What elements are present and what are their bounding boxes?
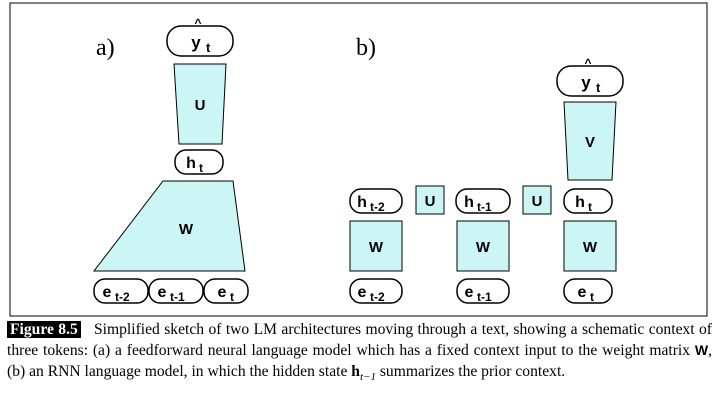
panel-b-input-node: e t-1 (456, 278, 510, 304)
caption-text-3: summarizes the prior context. (375, 363, 566, 380)
panel-a-output-base: y (191, 33, 201, 52)
panel-a-hidden-node: h t (174, 149, 224, 175)
panel-b-u-label: U (532, 193, 543, 210)
panel-b-w-matrix: W (456, 220, 510, 272)
panel-b-u-matrix: U (415, 185, 445, 215)
caption-h-sub: t−1 (359, 371, 376, 384)
panel-b-input-base: e (358, 284, 367, 301)
panel-b-hidden-sub: t-1 (477, 200, 492, 214)
panel-a-hidden-sub: t (199, 161, 203, 175)
panel-a-output-node: ^ y t (166, 16, 234, 57)
panel-b-output-hat: ^ (584, 56, 591, 70)
panel-b-hidden-node: h t (563, 188, 613, 214)
panel-b-u-label: U (425, 193, 436, 210)
panel-b-v-matrix: V (563, 101, 617, 181)
panel-a-label: a) (96, 35, 115, 61)
panel-b-input-sub: t (590, 290, 594, 304)
panel-a-input-node: e t-2 (93, 278, 149, 304)
panel-a-input-base: e (218, 284, 227, 301)
figure-caption: Figure 8.5 Simplified sketch of two LM a… (7, 319, 712, 388)
panel-b-w-label: W (369, 239, 384, 256)
panel-b-v-label: V (585, 134, 595, 151)
panel-b-input-base: e (465, 284, 474, 301)
panel-a-output-sub: t (206, 40, 211, 55)
panel-b-w-matrix: W (563, 220, 617, 272)
caption-w-symbol: W (694, 342, 709, 358)
caption-text-2: , (b) an RNN language model, in which th… (7, 342, 712, 380)
panel-b-input-sub: t-1 (477, 290, 492, 304)
panel-b-input-node: e t (563, 278, 613, 304)
panel-a-input-sub: t-2 (115, 290, 130, 304)
panel-b-label: b) (356, 35, 376, 61)
panel-a-output-hat: ^ (194, 16, 201, 30)
panel-a-u-label: U (195, 97, 206, 114)
panel-a-input-sub: t (230, 290, 234, 304)
panel-b-w-label: W (476, 239, 491, 256)
panel-a-w-matrix: W (92, 180, 246, 272)
panel-b-input-node: e t-2 (349, 278, 403, 304)
caption-text-1: Simplified sketch of two LM architecture… (7, 321, 713, 359)
lm-architecture-diagram: a) ^ y t U h t W e t-2 e t-1 e t b) (9, 2, 708, 317)
panel-b-hidden-base: h (357, 194, 367, 211)
panel-b-output-node: ^ y t (556, 56, 624, 97)
panel-b-w-label: W (583, 239, 598, 256)
panel-b-u-matrix: U (522, 185, 552, 215)
panel-b-output-base: y (581, 73, 591, 92)
panel-a-input-node: e t (203, 278, 249, 304)
panel-a-input-sub: t-1 (170, 290, 185, 304)
panel-b-hidden-sub: t (588, 200, 592, 214)
figure-tag: Figure 8.5 (7, 321, 81, 338)
panel-a-input-base: e (103, 284, 112, 301)
panel-a-u-matrix: U (173, 63, 227, 145)
panel-b-hidden-sub: t-2 (370, 200, 385, 214)
panel-a-w-label: W (179, 221, 194, 238)
panel-b-hidden-base: h (575, 194, 585, 211)
panel-b-hidden-base: h (464, 194, 474, 211)
caption-h-symbol: h (351, 363, 360, 380)
panel-a-input-base: e (158, 284, 167, 301)
panel-b-input-base: e (578, 284, 587, 301)
panel-a-input-node: e t-1 (148, 278, 204, 304)
figure-frame (9, 2, 708, 317)
panel-b-input-sub: t-2 (370, 290, 385, 304)
panel-b-w-matrix: W (349, 220, 403, 272)
panel-b-hidden-node: h t-1 (455, 188, 511, 214)
panel-b-output-sub: t (596, 80, 601, 95)
panel-b-hidden-node: h t-2 (349, 188, 403, 214)
panel-a-hidden-base: h (186, 155, 196, 172)
